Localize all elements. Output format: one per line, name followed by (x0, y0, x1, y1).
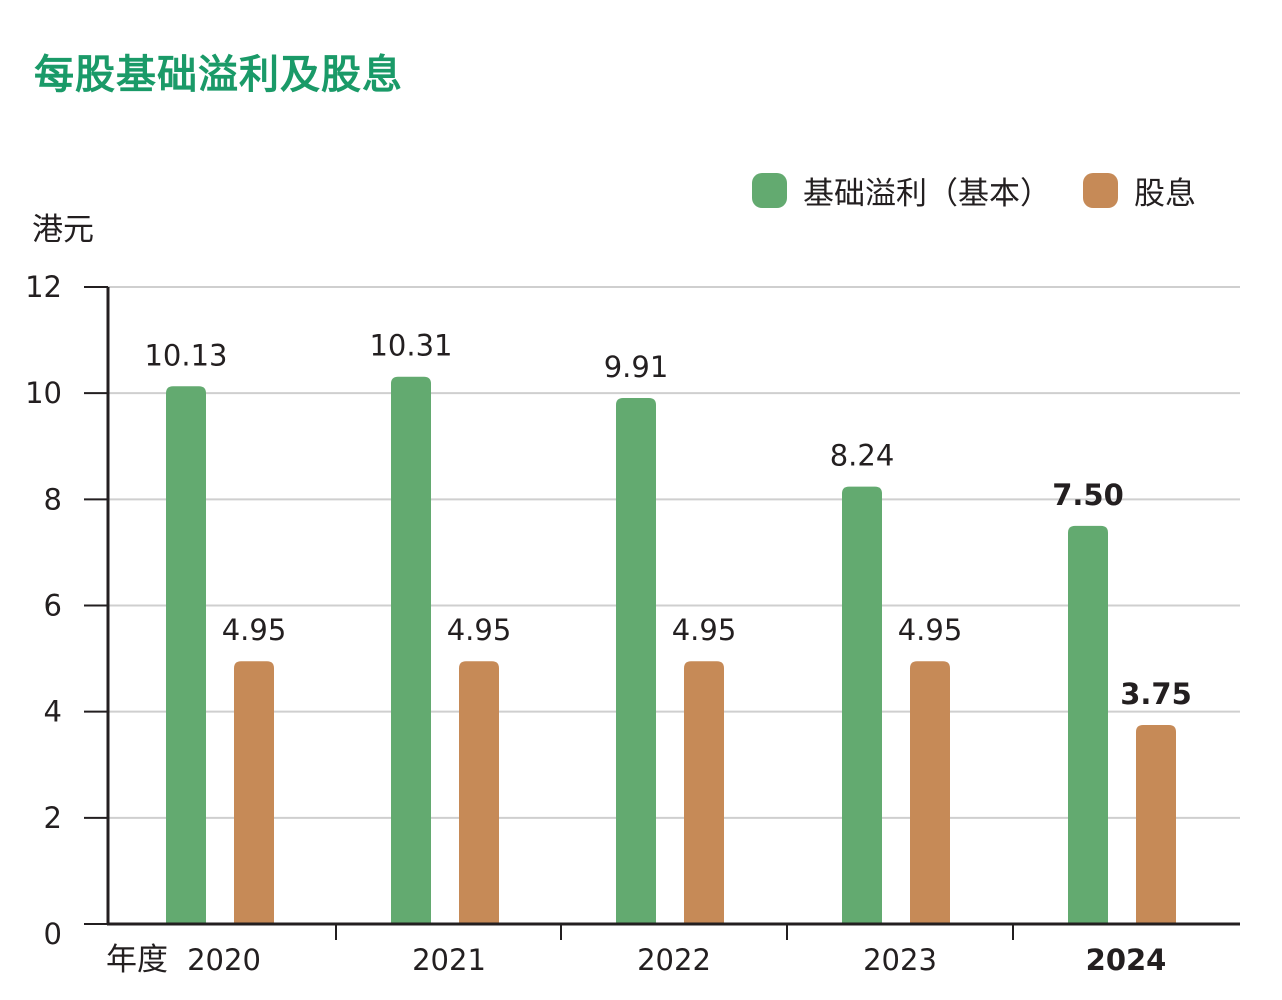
data-label-earnings-2022: 9.91 (604, 350, 669, 384)
bar-dividend-2022 (684, 661, 724, 924)
legend-label-dividend: 股息 (1134, 176, 1196, 212)
legend-item-earnings: 基础溢利（基本） (752, 168, 1051, 213)
y-tick-label: 10 (25, 376, 62, 410)
legend-label-earnings: 基础溢利（基本） (803, 176, 1051, 212)
bar-dividend-2021 (459, 661, 499, 924)
bar-dividend-2020 (234, 661, 274, 924)
bar-earnings-2023 (842, 486, 882, 924)
y-tick-label: 4 (44, 695, 62, 729)
legend-swatch-earnings (752, 173, 787, 208)
data-label-dividend-2021: 4.95 (447, 613, 512, 647)
x-axis-title: 年度 (106, 942, 168, 978)
bar-earnings-2024 (1068, 525, 1108, 924)
data-label-earnings-2020: 10.13 (144, 338, 227, 372)
x-tick-label-2022: 2022 (637, 943, 711, 977)
bar-dividend-2024 (1136, 724, 1176, 924)
x-tick-label-2024: 2024 (1086, 943, 1167, 977)
data-label-dividend-2020: 4.95 (222, 613, 287, 647)
bar-earnings-2021 (391, 376, 431, 925)
y-tick-label: 8 (44, 482, 62, 516)
x-tick-label-2021: 2021 (412, 943, 486, 977)
data-label-earnings-2023: 8.24 (830, 439, 895, 473)
y-tick-label: 6 (44, 589, 62, 623)
y-tick-label: 0 (44, 917, 62, 951)
bar-dividend-2023 (910, 661, 950, 924)
legend-swatch-dividend (1083, 173, 1118, 208)
y-tick-label: 12 (25, 270, 62, 304)
y-axis-unit-label: 港元 (32, 212, 94, 248)
chart-title: 每股基础溢利及股息 (34, 52, 403, 98)
data-label-dividend-2024: 3.75 (1120, 677, 1192, 711)
data-label-earnings-2021: 10.31 (369, 329, 452, 363)
data-label-dividend-2022: 4.95 (672, 613, 737, 647)
bar-earnings-2022 (616, 397, 656, 924)
data-label-earnings-2024: 7.50 (1052, 478, 1124, 512)
y-tick-label: 2 (44, 801, 62, 835)
legend-item-dividend: 股息 (1083, 168, 1196, 213)
x-tick-label-2020: 2020 (187, 943, 261, 977)
legend: 基础溢利（基本） 股息 (752, 168, 1228, 213)
bar-earnings-2020 (166, 386, 206, 924)
x-tick-label-2023: 2023 (863, 943, 937, 977)
data-label-dividend-2023: 4.95 (898, 613, 963, 647)
